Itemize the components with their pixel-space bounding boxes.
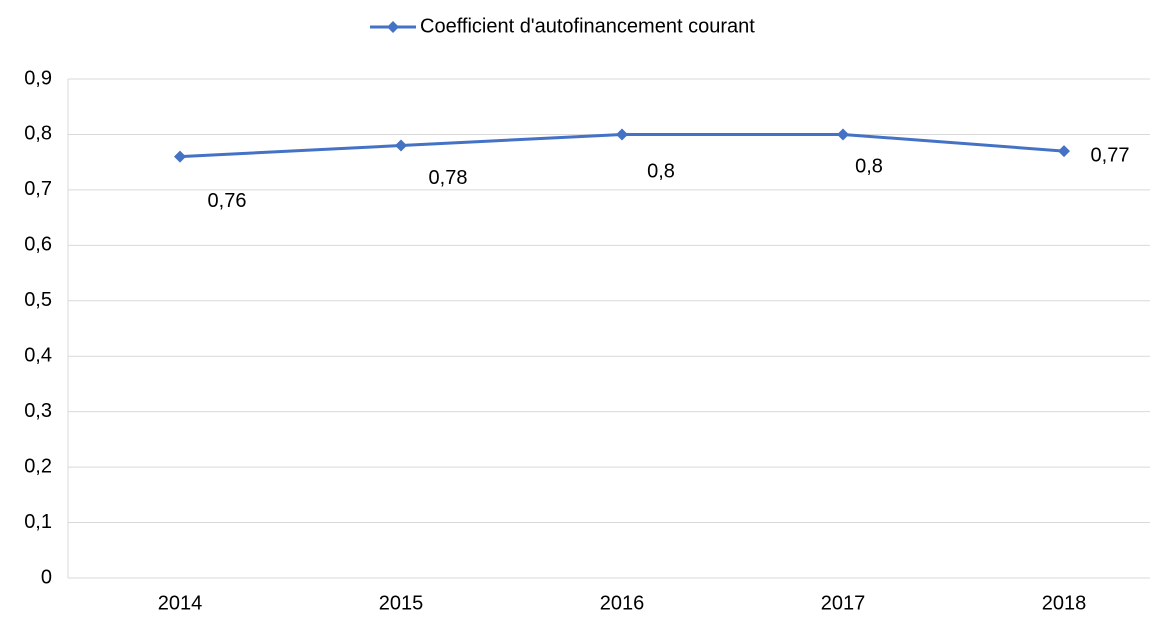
y-tick-label: 0,1 bbox=[24, 511, 52, 533]
data-label: 0,76 bbox=[208, 190, 247, 212]
y-tick-label: 0,8 bbox=[24, 123, 52, 145]
x-tick-label: 2018 bbox=[1042, 592, 1087, 614]
y-tick-label: 0 bbox=[41, 566, 52, 588]
data-label: 0,8 bbox=[647, 161, 675, 183]
legend-marker bbox=[387, 21, 399, 33]
x-tick-label: 2015 bbox=[379, 592, 424, 614]
point-marker bbox=[837, 128, 849, 141]
data-label: 0,77 bbox=[1091, 144, 1130, 166]
y-tick-label: 0,2 bbox=[24, 455, 52, 477]
y-tick-label: 0,4 bbox=[24, 345, 52, 367]
x-tick-label: 2016 bbox=[600, 592, 645, 614]
x-tick-label: 2017 bbox=[821, 592, 866, 614]
data-label: 0,8 bbox=[855, 156, 883, 178]
point-marker bbox=[1058, 145, 1070, 158]
point-marker bbox=[616, 128, 628, 141]
y-tick-label: 0,7 bbox=[24, 178, 52, 200]
data-label: 0,78 bbox=[429, 167, 468, 189]
y-tick-label: 0,6 bbox=[24, 234, 52, 256]
y-tick-label: 0,5 bbox=[24, 289, 52, 311]
legend-label: Coefficient d'autofinancement courant bbox=[420, 15, 755, 37]
x-tick-label: 2014 bbox=[158, 592, 203, 614]
y-tick-label: 0,9 bbox=[24, 67, 52, 89]
point-marker bbox=[174, 150, 186, 163]
point-marker bbox=[395, 139, 407, 152]
y-tick-label: 0,3 bbox=[24, 400, 52, 422]
